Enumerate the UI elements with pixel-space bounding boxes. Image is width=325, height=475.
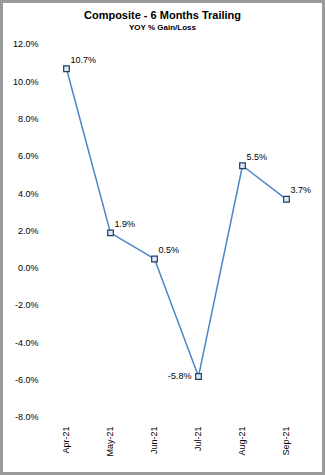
svg-text:Aug-21: Aug-21: [237, 427, 247, 456]
svg-text:10.7%: 10.7%: [71, 55, 97, 65]
svg-text:10.0%: 10.0%: [13, 77, 39, 87]
html-text:YOY % Gain/Loss: YOY % Gain/Loss: [129, 23, 196, 32]
svg-text:1.9%: 1.9%: [115, 219, 136, 229]
svg-text:-6.0%: -6.0%: [15, 375, 39, 385]
html-text:Composite - 6 Months Trailing: Composite - 6 Months Trailing: [84, 9, 241, 21]
svg-text:-4.0%: -4.0%: [15, 338, 39, 348]
svg-text:-2.0%: -2.0%: [15, 300, 39, 310]
svg-text:-5.8%: -5.8%: [168, 371, 192, 381]
svg-text:Sep-21: Sep-21: [281, 427, 291, 456]
svg-text:3.7%: 3.7%: [291, 185, 312, 195]
svg-text:12.0%: 12.0%: [13, 39, 39, 49]
svg-text:5.5%: 5.5%: [247, 152, 268, 162]
svg-text:6.0%: 6.0%: [18, 151, 39, 161]
svg-text:May-21: May-21: [105, 427, 115, 457]
svg-text:2.0%: 2.0%: [18, 226, 39, 236]
svg-text:0.5%: 0.5%: [159, 245, 180, 255]
svg-text:-8.0%: -8.0%: [15, 412, 39, 422]
svg-text:Apr-21: Apr-21: [61, 427, 71, 454]
svg-text:0.0%: 0.0%: [18, 263, 39, 273]
svg-text:Jul-21: Jul-21: [193, 427, 203, 452]
svg-text:Jun-21: Jun-21: [149, 427, 159, 455]
svg-text:8.0%: 8.0%: [18, 114, 39, 124]
svg-text:4.0%: 4.0%: [18, 189, 39, 199]
